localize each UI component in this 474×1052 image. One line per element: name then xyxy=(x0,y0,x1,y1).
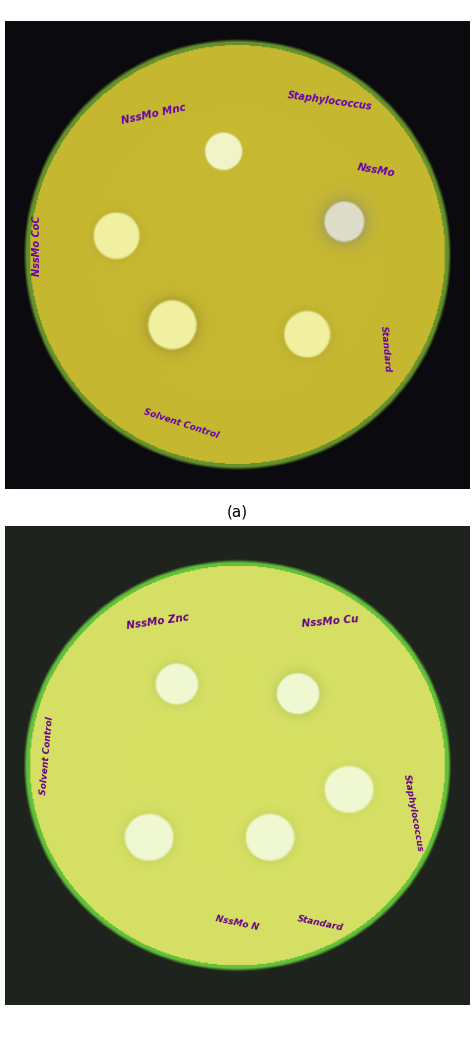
Text: Solvent Control: Solvent Control xyxy=(39,716,55,795)
Text: NssMo Znc: NssMo Znc xyxy=(126,612,190,631)
Text: Standard: Standard xyxy=(379,325,392,372)
Text: NssMo Cu: NssMo Cu xyxy=(301,614,359,629)
Text: NssMo: NssMo xyxy=(356,163,396,179)
Text: NssMo CoC: NssMo CoC xyxy=(32,216,42,276)
Text: Staphylococcus: Staphylococcus xyxy=(402,773,425,853)
Text: Standard: Standard xyxy=(297,914,345,932)
Text: Solvent Control: Solvent Control xyxy=(143,407,220,440)
Text: NssMo Mnc: NssMo Mnc xyxy=(120,103,187,126)
Text: NssMo N: NssMo N xyxy=(215,914,259,932)
Text: (a): (a) xyxy=(227,505,247,520)
Text: Staphylococcus: Staphylococcus xyxy=(287,89,373,112)
